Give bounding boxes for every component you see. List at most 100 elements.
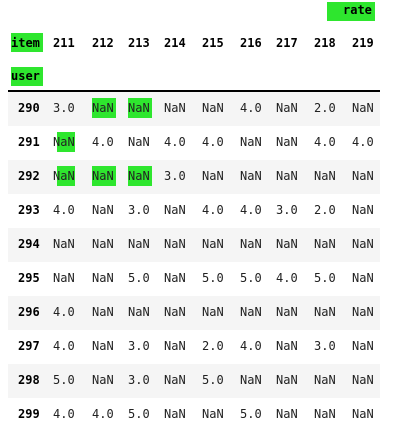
table-cell: 2.0 <box>202 339 224 353</box>
table-row: 292 NaN NaN NaN 3.0 NaN NaN NaN NaN NaN <box>8 160 380 194</box>
row-index: 296 <box>18 305 40 319</box>
table-cell: 4.0 <box>352 135 374 149</box>
table-cell: 4.0 <box>53 407 75 421</box>
table-cell: NaN <box>202 101 224 115</box>
row-index: 295 <box>18 271 40 285</box>
row-index: 293 <box>18 203 40 217</box>
table-cell: NaN <box>202 305 224 319</box>
table-cell: NaN <box>53 271 75 285</box>
rate-header: rate <box>343 3 372 17</box>
table-row: 294 NaN NaN NaN NaN NaN NaN NaN NaN NaN <box>8 228 380 262</box>
table-cell: 4.0 <box>240 101 262 115</box>
table-cell: NaN <box>314 305 336 319</box>
table-cell: NaN <box>92 373 114 387</box>
table-cell: NaN <box>240 373 262 387</box>
column-header: 217 <box>276 36 298 50</box>
column-header: 213 <box>128 36 150 50</box>
table-cell: 4.0 <box>240 339 262 353</box>
table-row: 298 5.0 NaN 3.0 NaN 5.0 NaN NaN NaN NaN <box>8 364 380 398</box>
row-index: 297 <box>18 339 40 353</box>
highlight-mark <box>92 98 116 118</box>
table-cell: 5.0 <box>240 271 262 285</box>
column-header: 218 <box>314 36 336 50</box>
table-cell: NaN <box>92 237 114 251</box>
table-cell: 5.0 <box>202 271 224 285</box>
table-cell: 4.0 <box>53 339 75 353</box>
table-cell: 4.0 <box>314 135 336 149</box>
table-cell: NaN <box>276 135 298 149</box>
table-cell: 5.0 <box>240 407 262 421</box>
column-header: 215 <box>202 36 224 50</box>
table-cell: 5.0 <box>128 407 150 421</box>
table-cell: NaN <box>352 373 374 387</box>
column-header: 216 <box>240 36 262 50</box>
table-cell: NaN <box>53 237 75 251</box>
header-rule <box>8 90 380 92</box>
table-cell: 3.0 <box>128 339 150 353</box>
highlight-mark <box>57 166 75 186</box>
row-index: 299 <box>18 407 40 421</box>
table-cell: 2.0 <box>314 101 336 115</box>
table-cell: NaN <box>240 237 262 251</box>
table-cell: 3.0 <box>53 101 75 115</box>
table-cell: 4.0 <box>240 203 262 217</box>
row-index: 291 <box>18 135 40 149</box>
column-header: 211 <box>53 36 75 50</box>
table-cell: NaN <box>240 305 262 319</box>
table-cell: NaN <box>276 237 298 251</box>
table-cell: NaN <box>314 373 336 387</box>
table-cell: NaN <box>276 305 298 319</box>
table-cell: NaN <box>164 203 186 217</box>
table-cell: NaN <box>352 203 374 217</box>
table-row: 293 4.0 NaN 3.0 NaN 4.0 4.0 3.0 2.0 NaN <box>8 194 380 228</box>
table-cell: 3.0 <box>128 373 150 387</box>
table-cell: NaN <box>92 101 114 115</box>
table-cell: 4.0 <box>53 203 75 217</box>
row-index: 292 <box>18 169 40 183</box>
row-index: 294 <box>18 237 40 251</box>
table-cell: NaN <box>202 169 224 183</box>
table-cell: 5.0 <box>314 271 336 285</box>
table-cell: NaN <box>92 339 114 353</box>
table-cell: NaN <box>276 169 298 183</box>
table-cell: 3.0 <box>128 203 150 217</box>
table-cell: 4.0 <box>164 135 186 149</box>
table-cell: 3.0 <box>276 203 298 217</box>
item-highlight <box>11 33 43 52</box>
table-cell: NaN <box>202 407 224 421</box>
table-cell: NaN <box>352 407 374 421</box>
table-cell: NaN <box>352 305 374 319</box>
table-cell: NaN <box>92 271 114 285</box>
table-cell: NaN <box>164 101 186 115</box>
table-cell: NaN <box>128 237 150 251</box>
table-cell: NaN <box>352 237 374 251</box>
table-row: 299 4.0 4.0 5.0 NaN NaN 5.0 NaN NaN NaN <box>8 398 380 432</box>
user-highlight <box>11 67 43 86</box>
table-cell: NaN <box>352 339 374 353</box>
table-cell: NaN <box>164 271 186 285</box>
table-cell: 4.0 <box>53 305 75 319</box>
rate-highlight <box>327 2 375 21</box>
table-cell: NaN <box>164 339 186 353</box>
table-cell: 4.0 <box>202 203 224 217</box>
table-cell: NaN <box>128 169 150 183</box>
table-row: 290 3.0 NaN NaN NaN NaN 4.0 NaN 2.0 NaN <box>8 92 380 126</box>
table-cell: 3.0 <box>314 339 336 353</box>
table-cell: NaN <box>164 237 186 251</box>
highlight-mark <box>57 132 75 152</box>
table-cell: NaN <box>164 305 186 319</box>
table-cell: NaN <box>276 101 298 115</box>
table-cell: 5.0 <box>53 373 75 387</box>
table-cell: 4.0 <box>92 407 114 421</box>
table-cell: NaN <box>202 237 224 251</box>
table-cell: 4.0 <box>276 271 298 285</box>
row-index: 298 <box>18 373 40 387</box>
table-cell: NaN <box>352 169 374 183</box>
table-cell: 4.0 <box>202 135 224 149</box>
table-row: 295 NaN NaN 5.0 NaN 5.0 5.0 4.0 5.0 NaN <box>8 262 380 296</box>
table-cell: NaN <box>92 203 114 217</box>
table-cell: NaN <box>128 135 150 149</box>
table-cell: NaN <box>164 373 186 387</box>
table-row: 291 NaN 4.0 NaN 4.0 4.0 NaN NaN 4.0 4.0 <box>8 126 380 160</box>
table-cell: NaN <box>314 169 336 183</box>
